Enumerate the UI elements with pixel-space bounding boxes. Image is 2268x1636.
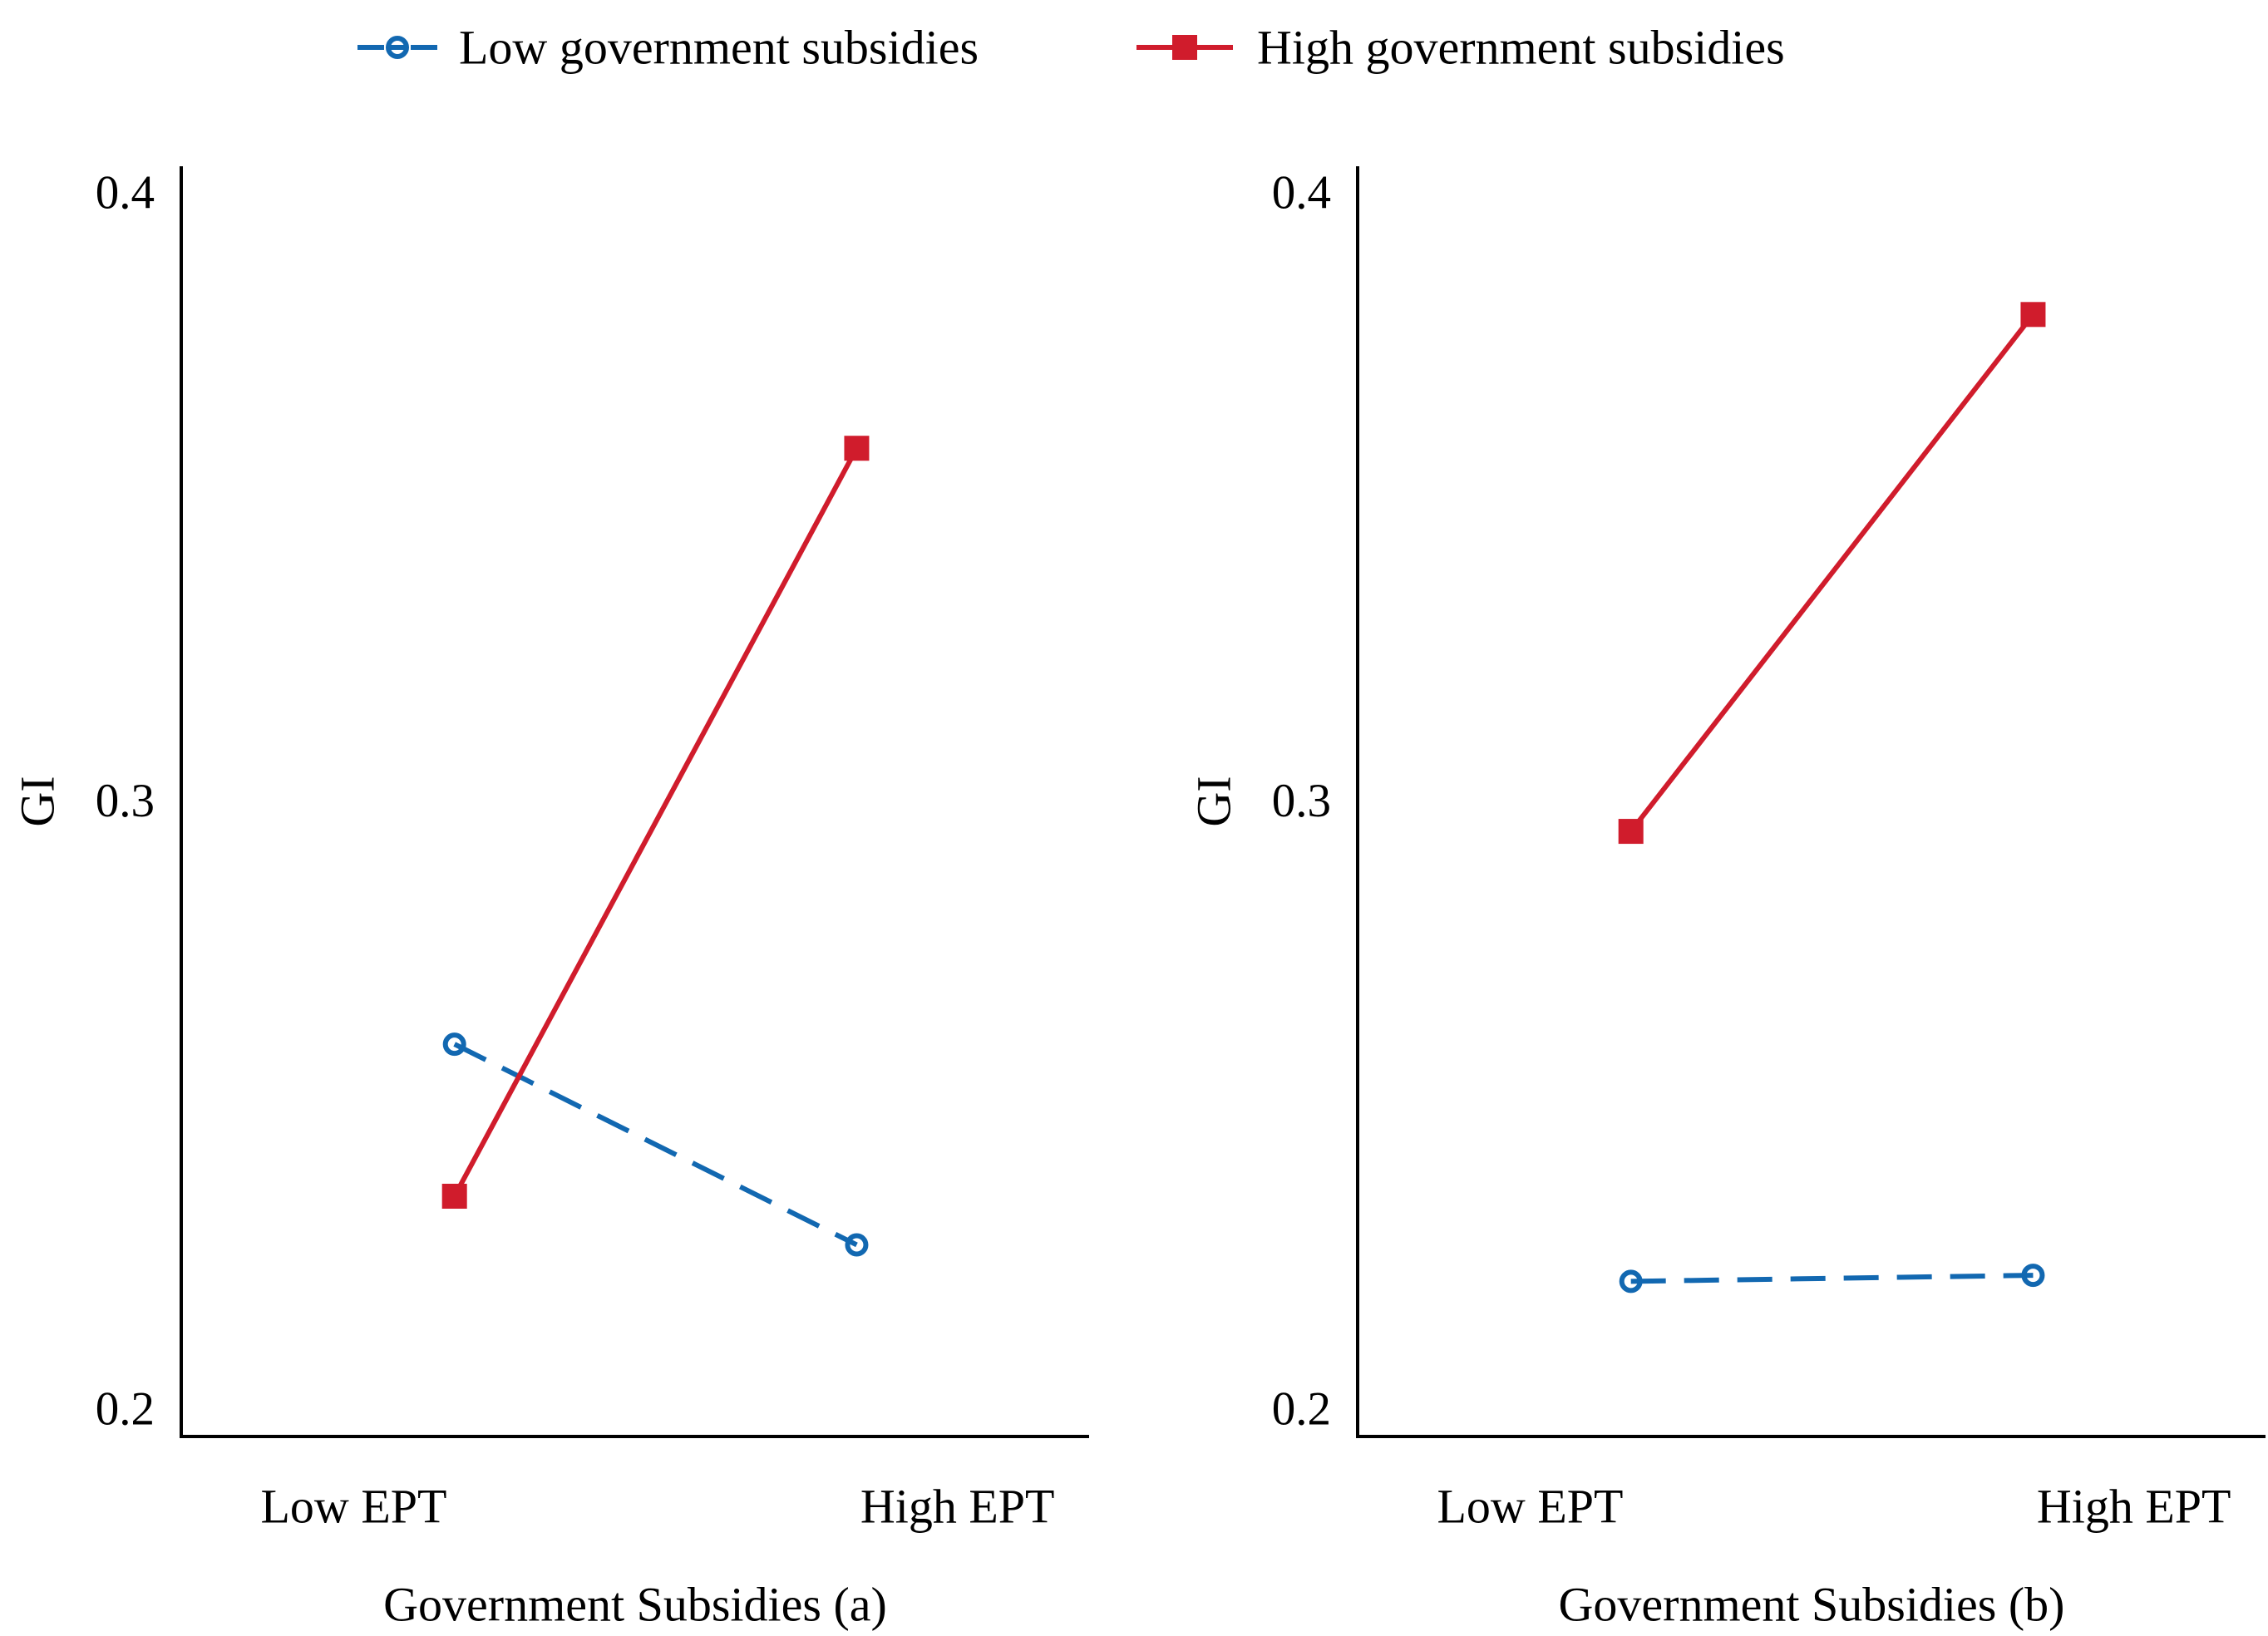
series-line-solid-high-subsidies [1629, 313, 2035, 833]
x-category-label: Low EPT [261, 1480, 447, 1534]
panel-a: 0.2 0.3 0.4 GI Low EPT High EPT Government Sub… [11, 166, 1089, 1632]
y-tick-label: 0.4 [96, 167, 155, 219]
legend-label-high-subsidies: High government subsidies [1257, 21, 1785, 75]
x-axis-title: Government Subsidies (a) [383, 1578, 887, 1632]
x-category-label: High EPT [2037, 1480, 2231, 1534]
y-axis-title: GI [11, 776, 65, 826]
axis-frame [1356, 166, 2266, 1438]
axis-frame [180, 166, 1089, 1438]
panel-b: 0.2 0.3 0.4 GI Low EPT High EPT Government Sub… [1187, 166, 2266, 1632]
series-line-dashed-low-subsidies [1630, 1273, 2034, 1284]
marker-filled-square [441, 1183, 467, 1209]
x-category-label: High EPT [860, 1480, 1055, 1534]
y-tick-label: 0.3 [1272, 775, 1331, 827]
x-axis-title: Government Subsidies (b) [1559, 1578, 2065, 1632]
legend-item-low-subsidies: Low government subsidies [357, 21, 979, 75]
series-line-solid-high-subsidies [452, 446, 860, 1198]
marker-filled-square [844, 436, 870, 461]
y-axis-title: GI [1187, 776, 1241, 826]
y-tick-label: 0.2 [1272, 1383, 1331, 1436]
legend: Low government subsidies High government … [357, 21, 1785, 75]
marker-filled-square [2020, 302, 2046, 328]
y-tick-label: 0.3 [96, 775, 155, 827]
legend-item-high-subsidies: High government subsidies [1136, 21, 1785, 75]
legend-filled-square-icon [1172, 35, 1197, 60]
legend-label-low-subsidies: Low government subsidies [459, 21, 979, 75]
x-category-label: Low EPT [1437, 1480, 1624, 1534]
series-line-dashed-low-subsidies [453, 1042, 858, 1248]
y-tick-label: 0.4 [1272, 167, 1331, 219]
y-tick-label: 0.2 [96, 1383, 155, 1436]
marker-filled-square [1618, 819, 1644, 845]
